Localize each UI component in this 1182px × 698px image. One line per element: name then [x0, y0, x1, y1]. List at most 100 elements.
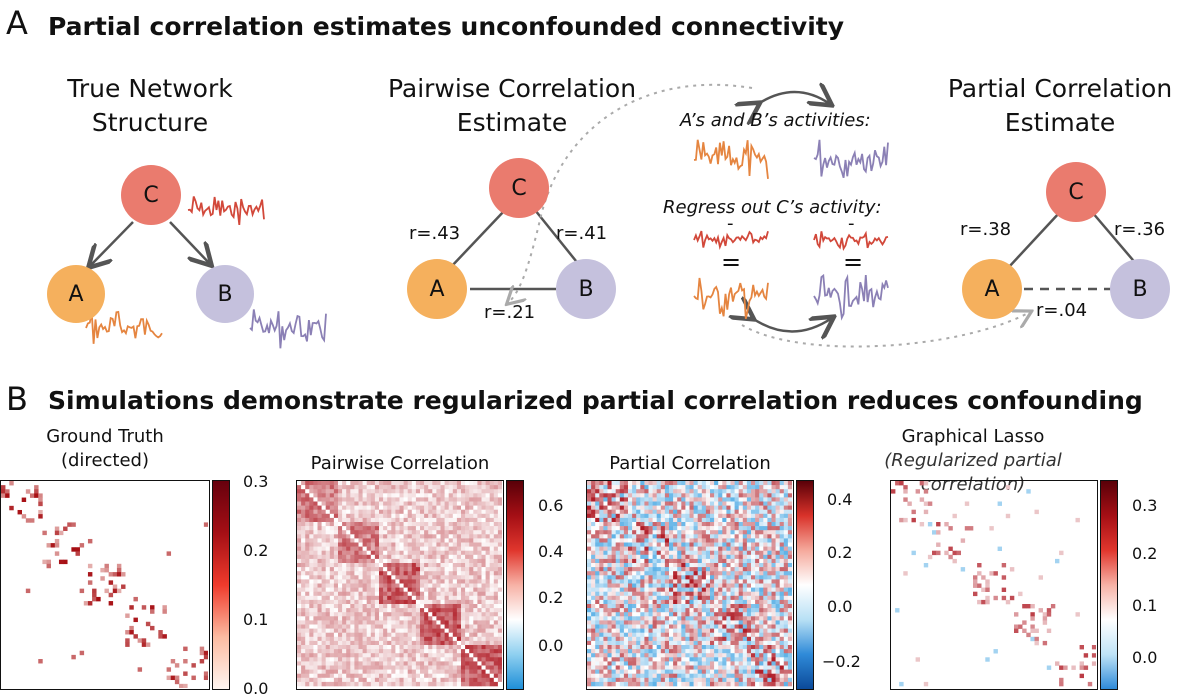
- m2-cell: [408, 600, 412, 604]
- m2-cell: [318, 645, 322, 649]
- m3-cell: [743, 575, 747, 579]
- m2-cell: [383, 547, 387, 551]
- m2-cell: [383, 641, 387, 645]
- m3-cell: [612, 661, 616, 665]
- m3-cell: [644, 514, 648, 518]
- m2-cell: [486, 485, 490, 489]
- m2-cell: [449, 534, 453, 538]
- m3-cell: [759, 592, 763, 596]
- m2-cell: [326, 604, 330, 608]
- m2-cell: [313, 657, 317, 661]
- m2-cell: [363, 485, 367, 489]
- m2-cell: [334, 592, 338, 596]
- m2-cell: [477, 620, 481, 624]
- m3-cell: [665, 633, 669, 637]
- m2-cell: [408, 620, 412, 624]
- m2-cell: [338, 481, 342, 485]
- m2-cell: [477, 522, 481, 526]
- m2-cell: [420, 563, 424, 567]
- m3-cell: [767, 538, 771, 542]
- m3-cell: [710, 616, 714, 620]
- m2-cell: [490, 489, 494, 493]
- m3-cell: [767, 625, 771, 629]
- m3-cell: [788, 530, 792, 534]
- m2-cell: [305, 666, 309, 670]
- m2-cell: [453, 575, 457, 579]
- m3-cell: [653, 559, 657, 563]
- m2-cell: [305, 534, 309, 538]
- m3-cell: [628, 526, 632, 530]
- m3-cell: [677, 629, 681, 633]
- m3-cell: [767, 559, 771, 563]
- m3-cell: [624, 571, 628, 575]
- m3-cell: [714, 649, 718, 653]
- m2-cell: [436, 633, 440, 637]
- m2-cell: [363, 600, 367, 604]
- m2-cell: [305, 682, 309, 686]
- m2-cell: [383, 502, 387, 506]
- m2-cell: [469, 575, 473, 579]
- m3-cell: [657, 661, 661, 665]
- m3-cell: [673, 497, 677, 501]
- m3-cell: [759, 657, 763, 661]
- m2-cell: [383, 645, 387, 649]
- m2-cell: [400, 661, 404, 665]
- m2-cell: [383, 588, 387, 592]
- m3-cell: [784, 641, 788, 645]
- m3-cell: [595, 579, 599, 583]
- m3-cell: [698, 514, 702, 518]
- m3-cell: [763, 555, 767, 559]
- m2-cell: [330, 522, 334, 526]
- m2-cell: [432, 555, 436, 559]
- m2-cell: [473, 522, 477, 526]
- m3-cell: [657, 571, 661, 575]
- m2-cell: [400, 588, 404, 592]
- m3-cell: [702, 543, 706, 547]
- m3-cell: [608, 588, 612, 592]
- m3-cell: [669, 497, 673, 501]
- m2-cell: [416, 666, 420, 670]
- m2-cell: [359, 620, 363, 624]
- m2-cell: [469, 661, 473, 665]
- m2-cell: [445, 608, 449, 612]
- m3-cell: [669, 502, 673, 506]
- m2-cell: [461, 543, 465, 547]
- m3-cell: [603, 645, 607, 649]
- m2-cell: [363, 653, 367, 657]
- m3-cell: [698, 518, 702, 522]
- m2-cell: [338, 633, 342, 637]
- m2-cell: [309, 559, 313, 563]
- m3-cell: [759, 563, 763, 567]
- m3-cell: [690, 596, 694, 600]
- m2-cell: [338, 682, 342, 686]
- m2-cell: [379, 678, 383, 682]
- m2-cell: [371, 497, 375, 501]
- m2-cell: [379, 608, 383, 612]
- m3-cell: [694, 530, 698, 534]
- m2-cell: [400, 538, 404, 542]
- m2-cell: [334, 682, 338, 686]
- m3-cell: [595, 547, 599, 551]
- m2-cell: [297, 592, 301, 596]
- m3-cell: [636, 485, 640, 489]
- m2-cell: [367, 596, 371, 600]
- m3-cell: [603, 625, 607, 629]
- m3-cell: [616, 522, 620, 526]
- m2-cell: [359, 514, 363, 518]
- m2-cell: [412, 534, 416, 538]
- m2-cell: [453, 579, 457, 583]
- m2-cell: [383, 555, 387, 559]
- m1-cell: [38, 514, 42, 518]
- m3-cell: [694, 534, 698, 538]
- m3-cell: [788, 592, 792, 596]
- m3-cell: [726, 645, 730, 649]
- m3-cell: [784, 637, 788, 641]
- m3-cell: [784, 600, 788, 604]
- m2-cell: [408, 649, 412, 653]
- m3-cell: [726, 534, 730, 538]
- m3-cell: [731, 522, 735, 526]
- m3-cell: [665, 497, 669, 501]
- m2-cell: [395, 592, 399, 596]
- m3-cell: [681, 645, 685, 649]
- m2-cell: [383, 633, 387, 637]
